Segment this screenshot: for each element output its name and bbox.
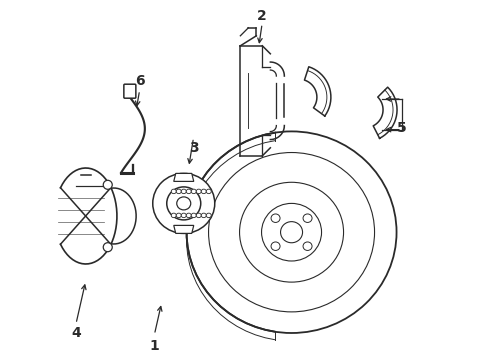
Text: 2: 2: [257, 9, 267, 23]
Text: 6: 6: [135, 74, 145, 88]
Ellipse shape: [206, 213, 211, 218]
Ellipse shape: [176, 189, 181, 194]
Ellipse shape: [196, 213, 201, 218]
Ellipse shape: [196, 189, 201, 194]
Polygon shape: [174, 174, 194, 181]
Ellipse shape: [181, 213, 186, 218]
Ellipse shape: [186, 189, 191, 194]
FancyBboxPatch shape: [124, 84, 136, 98]
Ellipse shape: [103, 180, 112, 189]
Ellipse shape: [201, 213, 206, 218]
Ellipse shape: [191, 189, 196, 194]
Ellipse shape: [177, 197, 191, 210]
Ellipse shape: [171, 189, 176, 194]
Ellipse shape: [186, 213, 191, 218]
Ellipse shape: [206, 189, 211, 194]
Ellipse shape: [171, 213, 176, 218]
Text: 1: 1: [149, 339, 159, 352]
Ellipse shape: [103, 243, 112, 252]
Text: 5: 5: [397, 121, 407, 135]
Ellipse shape: [153, 174, 215, 233]
Polygon shape: [174, 225, 194, 233]
Ellipse shape: [201, 189, 206, 194]
Text: 3: 3: [189, 141, 198, 154]
Ellipse shape: [181, 189, 186, 194]
Ellipse shape: [176, 213, 181, 218]
Ellipse shape: [191, 213, 196, 218]
Text: 4: 4: [71, 326, 81, 340]
Ellipse shape: [167, 187, 201, 220]
